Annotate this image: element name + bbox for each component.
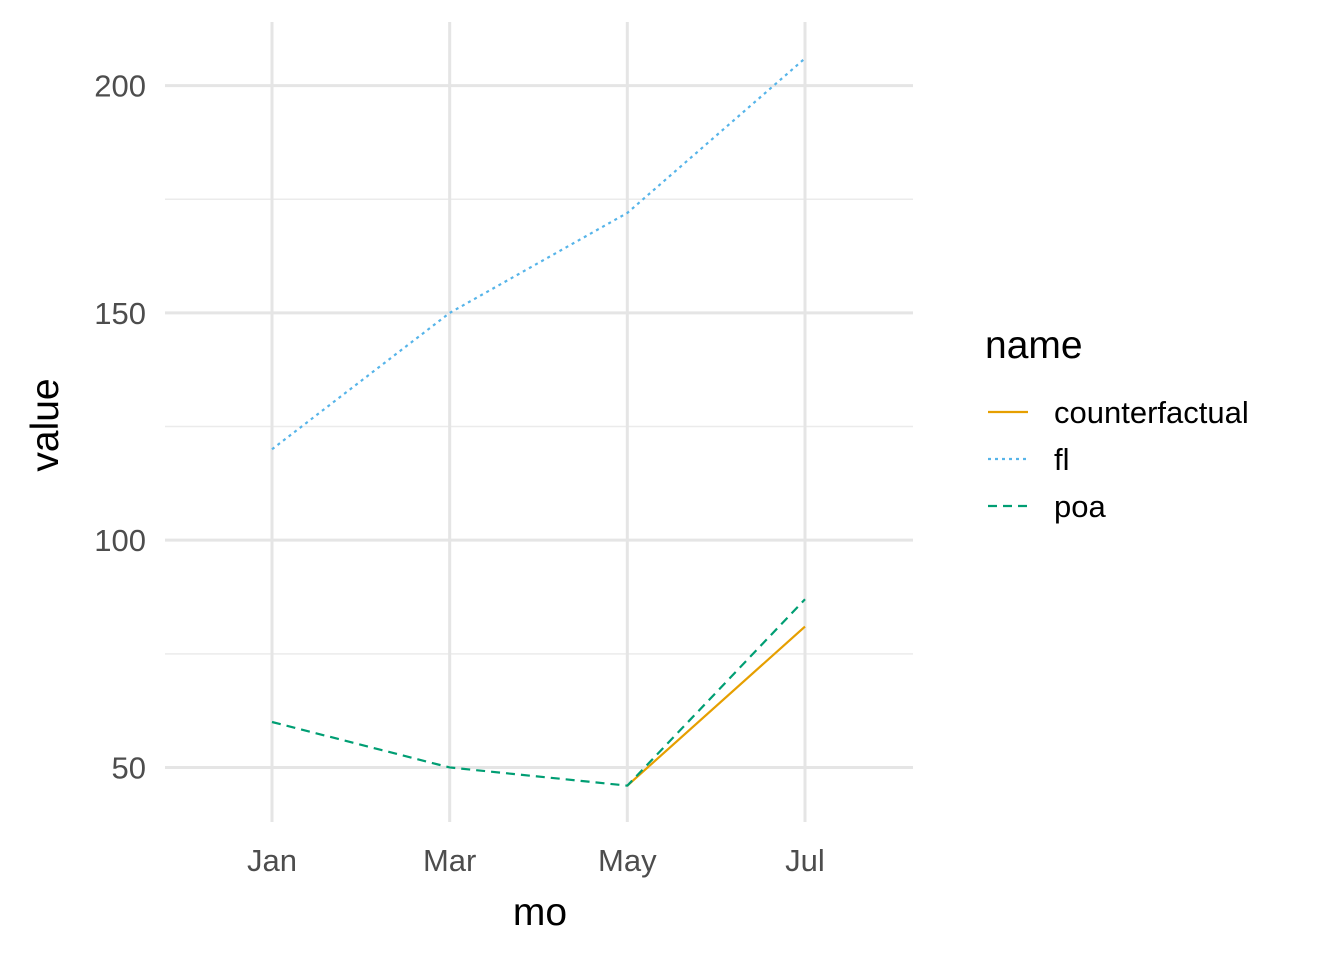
y-axis-title: value <box>24 378 67 471</box>
x-tick-label: Jul <box>785 843 825 878</box>
series-line-fl <box>271 57 806 451</box>
y-tick-label: 200 <box>94 69 146 104</box>
minor-gridlines <box>165 198 913 655</box>
x-tick-label: May <box>598 843 657 878</box>
series-lines <box>271 57 806 787</box>
y-tick-label: 150 <box>94 296 146 331</box>
x-axis-tick-labels: Jan Mar May Jul <box>247 843 825 878</box>
legend-items: counterfactual fl poa <box>988 395 1249 524</box>
x-tick-label: Mar <box>423 843 476 878</box>
major-gridlines <box>165 22 913 822</box>
legend-title: name <box>985 324 1083 367</box>
legend-label-counterfactual: counterfactual <box>1054 395 1249 430</box>
series-line-poa <box>271 598 806 787</box>
x-tick-label: Jan <box>247 843 297 878</box>
y-tick-label: 50 <box>112 750 146 785</box>
legend-label-fl: fl <box>1054 442 1070 477</box>
x-axis-title: mo <box>513 891 567 934</box>
series-line-counterfactual <box>626 625 806 787</box>
legend: name counterfactual fl poa <box>985 324 1249 524</box>
y-axis-tick-labels: 50 100 150 200 <box>94 69 146 786</box>
y-tick-label: 100 <box>94 523 146 558</box>
legend-label-poa: poa <box>1054 489 1106 524</box>
